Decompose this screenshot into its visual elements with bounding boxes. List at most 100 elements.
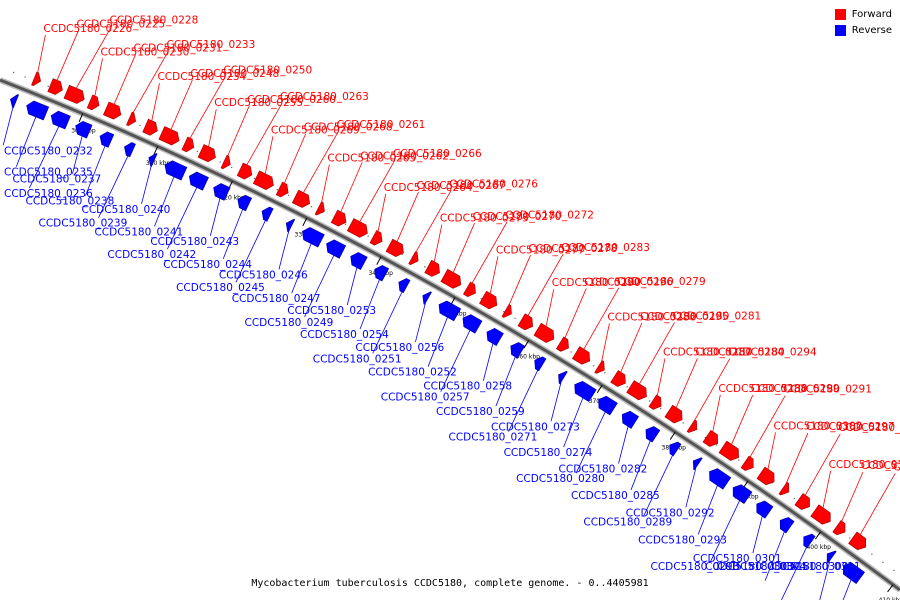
reverse-gene[interactable] — [164, 160, 188, 181]
forward-gene[interactable] — [462, 281, 476, 298]
reverse-gene[interactable] — [486, 328, 504, 347]
forward-gene-label: CCDC5180_0250 — [223, 64, 312, 76]
forward-gene[interactable] — [571, 346, 591, 365]
reverse-gene[interactable] — [398, 278, 411, 294]
grid-dot — [570, 351, 572, 353]
reverse-gene-label: CCDC5180_0247 — [232, 293, 321, 305]
reverse-gene[interactable] — [99, 131, 115, 148]
forward-gene[interactable] — [718, 440, 739, 461]
forward-gene[interactable] — [236, 162, 253, 180]
forward-gene[interactable] — [702, 429, 719, 447]
forward-gene[interactable] — [555, 336, 569, 352]
forward-gene[interactable] — [848, 531, 867, 551]
forward-gene[interactable] — [158, 126, 180, 146]
reverse-gene[interactable] — [669, 441, 682, 457]
reverse-gene[interactable] — [237, 194, 253, 212]
reverse-gene[interactable] — [574, 380, 597, 403]
forward-gene[interactable] — [778, 481, 790, 496]
forward-gene[interactable] — [31, 71, 42, 87]
reverse-gene[interactable] — [148, 153, 158, 167]
reverse-gene[interactable] — [261, 206, 274, 222]
forward-gene[interactable] — [610, 370, 626, 387]
reverse-leader-line — [643, 453, 674, 517]
reverse-gene[interactable] — [756, 500, 774, 519]
forward-gene[interactable] — [626, 380, 647, 401]
forward-gene[interactable] — [369, 230, 383, 246]
forward-gene[interactable] — [346, 218, 368, 238]
forward-leader-line — [470, 221, 508, 285]
reverse-gene[interactable] — [645, 426, 661, 443]
forward-gene-label: CCDC5180_0264 — [384, 182, 473, 194]
reverse-gene[interactable] — [422, 291, 432, 305]
forward-gene[interactable] — [291, 189, 311, 208]
reverse-gene[interactable] — [779, 517, 795, 534]
forward-gene[interactable] — [86, 94, 100, 111]
forward-gene[interactable] — [275, 181, 289, 198]
forward-gene[interactable] — [252, 170, 274, 190]
legend-forward-label: Forward — [851, 9, 892, 20]
reverse-gene[interactable] — [462, 314, 483, 334]
forward-gene[interactable] — [533, 322, 555, 343]
reverse-gene[interactable] — [438, 300, 462, 322]
reverse-gene[interactable] — [732, 484, 753, 505]
grid-dot — [47, 85, 49, 88]
forward-gene[interactable] — [517, 313, 534, 331]
forward-gene[interactable] — [479, 290, 498, 310]
forward-gene[interactable] — [330, 209, 347, 227]
reverse-gene[interactable] — [75, 120, 93, 139]
reverse-gene[interactable] — [213, 183, 231, 201]
forward-gene[interactable] — [648, 394, 662, 410]
forward-gene[interactable] — [756, 466, 775, 486]
grid-dot — [715, 444, 718, 446]
reverse-gene[interactable] — [803, 533, 816, 549]
forward-gene[interactable] — [220, 154, 231, 170]
forward-gene[interactable] — [103, 101, 122, 120]
forward-gene[interactable] — [424, 259, 440, 277]
reverse-gene[interactable] — [374, 265, 390, 282]
reverse-gene[interactable] — [188, 171, 209, 191]
forward-gene[interactable] — [385, 238, 404, 258]
reverse-gene[interactable] — [26, 100, 50, 121]
forward-gene[interactable] — [794, 493, 810, 510]
forward-leader-line — [858, 473, 896, 537]
reverse-gene[interactable] — [826, 550, 837, 564]
forward-leader-line — [151, 83, 160, 123]
forward-gene-label: CCDC5180_0233 — [167, 39, 256, 51]
reverse-gene[interactable] — [285, 218, 296, 233]
reverse-leader-line — [304, 253, 335, 318]
reverse-gene[interactable] — [621, 410, 640, 429]
forward-gene[interactable] — [408, 251, 419, 266]
forward-leader-line — [675, 358, 698, 410]
forward-gene[interactable] — [594, 360, 605, 374]
reverse-gene[interactable] — [50, 110, 71, 130]
reverse-leader-line — [346, 265, 358, 305]
reverse-gene[interactable] — [709, 468, 732, 490]
forward-gene[interactable] — [740, 455, 754, 471]
forward-gene[interactable] — [314, 201, 325, 216]
forward-gene[interactable] — [126, 111, 137, 127]
reverse-gene[interactable] — [598, 395, 618, 416]
reverse-gene[interactable] — [302, 227, 325, 248]
forward-gene[interactable] — [47, 78, 63, 95]
reverse-gene[interactable] — [842, 562, 865, 585]
forward-gene[interactable] — [181, 136, 195, 153]
forward-gene[interactable] — [440, 268, 462, 289]
reverse-gene[interactable] — [558, 370, 568, 385]
forward-gene[interactable] — [197, 144, 216, 163]
reverse-gene[interactable] — [124, 142, 136, 158]
forward-gene[interactable] — [142, 118, 158, 136]
reverse-gene[interactable] — [510, 342, 526, 359]
reverse-gene[interactable] — [10, 94, 19, 109]
forward-gene[interactable] — [832, 520, 846, 536]
forward-gene[interactable] — [810, 504, 831, 525]
reverse-gene[interactable] — [692, 457, 703, 471]
reverse-gene-label: CCDC5180_0245 — [176, 282, 265, 294]
reverse-gene[interactable] — [326, 239, 347, 259]
reverse-gene[interactable] — [534, 356, 547, 372]
forward-gene[interactable] — [686, 419, 698, 433]
forward-gene[interactable] — [664, 404, 683, 424]
forward-gene[interactable] — [501, 303, 512, 318]
forward-gene[interactable] — [63, 84, 85, 104]
reverse-gene[interactable] — [350, 252, 368, 271]
reverse-gene-label: CCDC5180_0239 — [39, 218, 128, 230]
